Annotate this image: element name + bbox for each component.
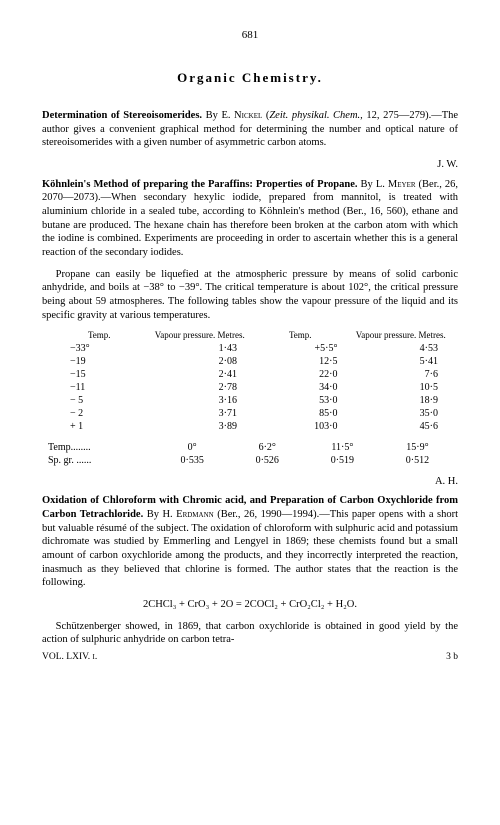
abstract-entry: Köhnlein's Method of preparing the Paraf… <box>42 178 458 260</box>
col-head: Temp. <box>253 330 348 342</box>
table-row: Sp. gr. ......0·5350·5260·5190·512 <box>42 454 458 467</box>
col-head: Vapour pressure. Metres. <box>354 330 449 342</box>
signature-mark: 3 b <box>446 651 458 663</box>
chemical-formula: 2CHCl₃ + CrO₃ + 2O = 2COCl₂ + CrO₂Cl₂ + … <box>42 598 458 612</box>
footer: VOL. LXIV. i. 3 b <box>42 651 458 663</box>
table-row: −112·7834·010·5 <box>42 381 458 394</box>
col-head: Vapour pressure. Metres. <box>153 330 248 342</box>
author: E. Nickel <box>221 110 262 121</box>
section-title: Organic Chemistry. <box>42 70 458 87</box>
table-row: − 53·1653·018·9 <box>42 394 458 407</box>
citation-text: (Ber., 26, 2070—2073).—When secondary he… <box>42 179 458 258</box>
entry-title: Determination of Stereoisomerides. <box>42 110 202 121</box>
journal: Zeit. physikal. Chem., <box>269 110 362 121</box>
table-row: Temp........0°6·2°11·5°15·9° <box>42 441 458 454</box>
citation-text: (Ber., 26, 1990—1994).—This paper opens … <box>42 509 458 588</box>
by-text: By <box>147 509 159 520</box>
specific-gravity-table: Temp........0°6·2°11·5°15·9° Sp. gr. ...… <box>42 441 458 467</box>
entry-title: Köhnlein's Method of preparing the Paraf… <box>42 179 358 190</box>
abstract-entry: Determination of Stereoisomerides. By E.… <box>42 109 458 150</box>
author: L. Meyer <box>376 179 416 190</box>
page-number: 681 <box>42 28 458 42</box>
signature: A. H. <box>42 475 458 489</box>
by-text: By <box>361 179 373 190</box>
paragraph: Schützenberger showed, in 1869, that car… <box>42 620 458 647</box>
table-row: + 13·89103·045·6 <box>42 420 458 433</box>
abstract-entry: Oxidation of Chloroform with Chromic aci… <box>42 494 458 589</box>
volume-label: VOL. LXIV. i. <box>42 651 97 663</box>
by-text: By <box>206 110 218 121</box>
page: 681 Organic Chemistry. Determination of … <box>0 0 500 673</box>
table-row: −192·0812·55·41 <box>42 355 458 368</box>
col-head: Temp. <box>52 330 147 342</box>
table-row: − 23·7185·035·0 <box>42 407 458 420</box>
table-header: Temp. Vapour pressure. Metres. Temp. Vap… <box>42 330 458 342</box>
signature: J. W. <box>42 158 458 172</box>
author: H. Erdmann <box>162 509 213 520</box>
vapour-pressure-table: Temp. Vapour pressure. Metres. Temp. Vap… <box>42 330 458 433</box>
paragraph: Propane can easily be liquefied at the a… <box>42 268 458 323</box>
table-row: −152·4122·07·6 <box>42 368 458 381</box>
table-row: −33°1·43+5·5°4·53 <box>42 342 458 355</box>
